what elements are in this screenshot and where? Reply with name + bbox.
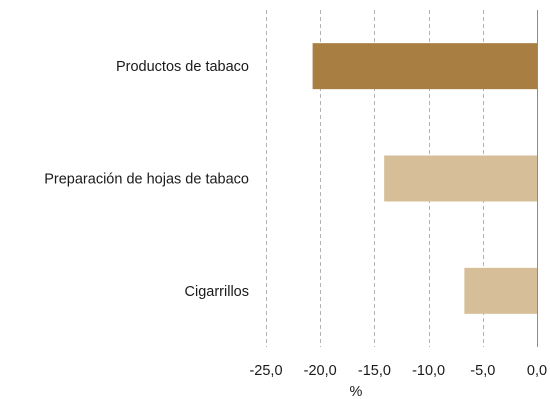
x-tick-labels: -25,0 -20,0 -15,0 -10,0 -5,0 0,0 — [249, 363, 547, 379]
category-label: Cigarrillos — [185, 284, 249, 300]
category-label: Preparación de hojas de tabaco — [44, 172, 249, 188]
category-labels: Productos de tabaco Preparación de hojas … — [44, 59, 249, 300]
x-tick-label: -20,0 — [304, 363, 337, 379]
x-axis-title: % — [350, 384, 363, 399]
x-tick-label: 0,0 — [527, 363, 547, 379]
bar-1 — [384, 155, 537, 202]
bars — [312, 10, 538, 347]
x-tick-label: -10,0 — [412, 363, 445, 379]
bar-0 — [312, 43, 537, 90]
x-tick-label: -25,0 — [249, 363, 282, 379]
x-tick-label: -15,0 — [358, 363, 391, 379]
bar-2 — [464, 267, 537, 314]
x-tick-label: -5,0 — [470, 363, 495, 379]
category-label: Productos de tabaco — [116, 59, 249, 75]
